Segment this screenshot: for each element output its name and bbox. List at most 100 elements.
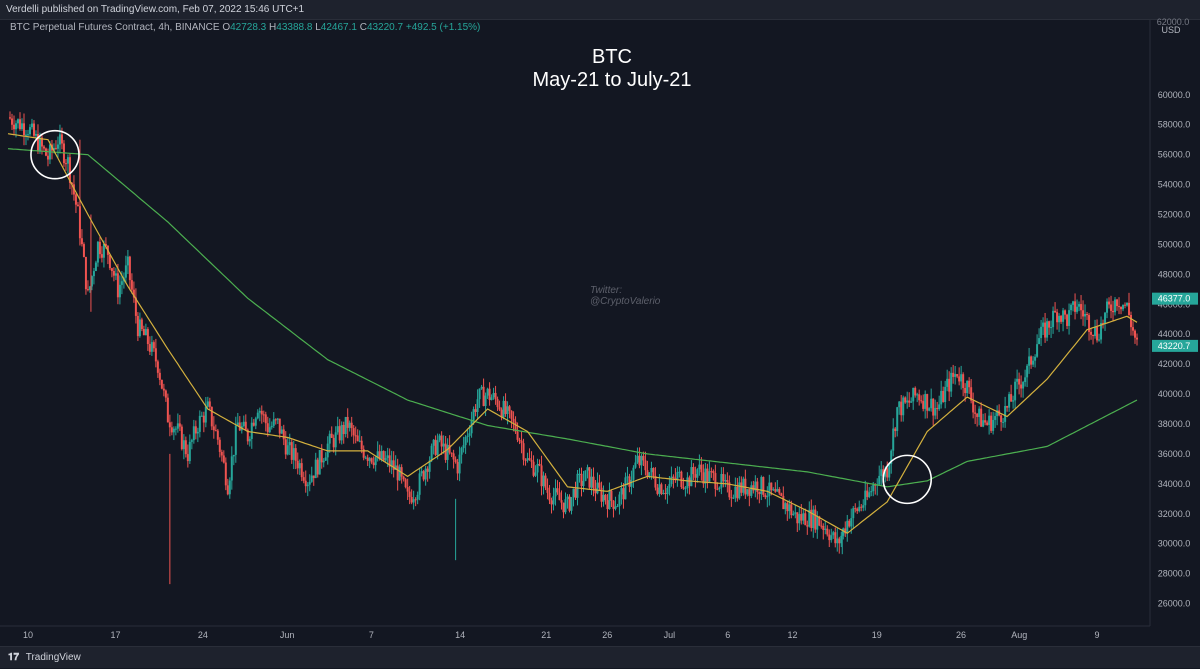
candle-body	[1110, 304, 1113, 311]
candle-body	[446, 444, 449, 460]
candle-body	[1010, 394, 1013, 402]
candles-layer	[8, 111, 1139, 585]
candle-body	[730, 497, 733, 499]
candle-body	[102, 243, 105, 258]
candle-body	[1028, 356, 1031, 366]
candle-body	[14, 123, 17, 130]
chart-legend: BTC Perpetual Futures Contract, 4h, BINA…	[10, 22, 480, 33]
candle-body	[800, 514, 803, 521]
candle-body	[814, 509, 817, 530]
candle-body	[902, 397, 905, 416]
candle-body	[202, 415, 205, 423]
candle-body	[322, 460, 325, 463]
candle-body	[380, 451, 383, 459]
candle-body	[54, 147, 57, 149]
candle-body	[336, 426, 339, 433]
candle-body	[142, 329, 145, 336]
candle-body	[770, 482, 773, 491]
time-axis[interactable]: 10 17 24 Jun 7 14 21 26 Jul 6 12 19 26 Aug 9	[0, 625, 1150, 640]
candle-body	[354, 435, 357, 437]
candle-body	[516, 431, 519, 440]
candle-body	[440, 435, 443, 447]
candle-body	[22, 123, 25, 136]
candle-body	[472, 409, 475, 421]
candle-body	[840, 535, 843, 544]
candle-body	[366, 457, 369, 461]
time-tick-label: 14	[455, 630, 465, 640]
candle-body	[914, 387, 917, 396]
candle-body	[656, 487, 659, 494]
price-label-badge	[1152, 339, 1198, 352]
candle-body	[438, 435, 441, 441]
candle-body	[1004, 406, 1007, 422]
candle-body	[388, 455, 391, 467]
candle-body	[258, 410, 261, 413]
candle-body	[278, 418, 281, 434]
candle-body	[736, 486, 739, 499]
candle-body	[706, 468, 709, 482]
candle-body	[172, 428, 175, 433]
candle-body	[24, 134, 27, 136]
candle-body	[334, 432, 337, 448]
candle-body	[614, 506, 617, 509]
candle-body	[768, 482, 771, 496]
candle-body	[700, 464, 703, 473]
footer-bar: 𝟏𝟕 TradingView	[0, 646, 1200, 668]
candle-body	[78, 206, 81, 239]
price-tick-label: 44000.0	[1158, 329, 1191, 339]
symbol-label[interactable]: BTC Perpetual Futures Contract, 4h, BINA…	[10, 22, 220, 33]
candle-body	[222, 455, 225, 463]
candle-body	[342, 424, 345, 435]
candle-body	[422, 471, 425, 480]
candle-body	[34, 133, 37, 136]
candle-body	[546, 487, 549, 493]
candle-body	[1032, 360, 1035, 365]
candle-body	[1112, 310, 1115, 313]
candle-body	[558, 492, 561, 501]
candle-body	[140, 319, 143, 330]
candle-body	[486, 388, 489, 396]
candle-body	[1092, 334, 1095, 337]
candle-body	[318, 450, 321, 475]
candle-body	[28, 127, 31, 135]
candle-body	[310, 475, 313, 482]
candle-body	[644, 460, 647, 471]
candle-body	[764, 494, 767, 498]
candle-body	[552, 496, 555, 505]
candle-body	[444, 443, 447, 460]
candle-body	[452, 453, 455, 460]
watermark-line1: Twitter:	[590, 285, 622, 296]
candle-body	[1052, 310, 1055, 328]
candle-body	[824, 528, 827, 530]
price-axis[interactable]: 62000.0USD26000.028000.030000.032000.034…	[1149, 17, 1200, 626]
candle-body	[952, 372, 955, 377]
candle-body	[464, 436, 467, 446]
candle-body	[152, 342, 155, 349]
candle-body	[1132, 327, 1135, 331]
candle-body	[286, 445, 289, 455]
candle-body	[386, 455, 389, 458]
candle-body	[1124, 304, 1127, 306]
candle-body	[636, 455, 639, 463]
candle-body	[412, 499, 415, 503]
candle-body	[694, 474, 697, 478]
candle-body	[606, 500, 609, 510]
annotation-circle-2	[882, 454, 933, 505]
candle-body	[936, 407, 939, 410]
candle-body	[980, 408, 983, 427]
candle-body	[1048, 321, 1051, 328]
footer-brand[interactable]: TradingView	[25, 652, 81, 663]
annotation-layer	[30, 129, 933, 505]
candle-body	[260, 410, 263, 415]
candle-body	[38, 137, 41, 152]
price-tick-label: 50000.0	[1158, 239, 1191, 249]
candle-body	[212, 426, 215, 431]
price-axis-background	[1150, 20, 1200, 626]
candle-body	[808, 509, 811, 527]
candle-body	[90, 276, 93, 287]
candle-body	[978, 408, 981, 417]
candle-body	[818, 516, 821, 526]
candle-body	[548, 492, 551, 501]
candle-body	[990, 415, 993, 431]
